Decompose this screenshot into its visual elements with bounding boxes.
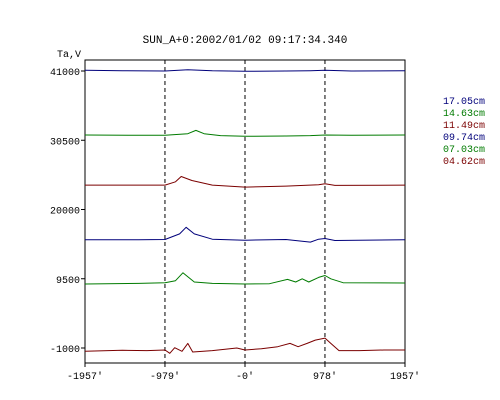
- legend-entry-3: 09.74cm: [443, 133, 485, 144]
- x-tick-label-2: -0': [236, 371, 254, 383]
- series-line-09.74cm: [85, 226, 406, 243]
- x-tick-label-1: -979': [150, 371, 180, 383]
- y-tick-label-0: 41000: [50, 68, 80, 79]
- y-tick-label-4: -1000: [50, 345, 80, 356]
- series-line-11.49cm: [85, 176, 406, 188]
- series-line-14.63cm: [84, 129, 406, 137]
- x-tick-label-4: 1957': [390, 371, 420, 383]
- x-axis-ticks: -1957' -979' -0' 978' 1957': [67, 363, 420, 383]
- x-tick-label-3: 978': [313, 371, 337, 383]
- legend: 17.05cm14.63cm11.49cm09.74cm07.03cm04.62…: [443, 97, 485, 168]
- legend-entry-1: 14.63cm: [443, 109, 485, 120]
- series-line-04.62cm: [84, 337, 405, 354]
- legend-entry-4: 07.03cm: [443, 145, 485, 156]
- series-line-17.05cm: [84, 69, 406, 72]
- y-tick-label-3: 9500: [56, 276, 80, 287]
- y-axis-ticks: 41000 30500 20000 9500 -1000: [50, 68, 85, 356]
- x-tick-label-0: -1957': [67, 371, 103, 383]
- y-tick-label-1: 30500: [50, 137, 80, 148]
- y-axis-label: Ta,V: [57, 50, 81, 61]
- legend-entry-0: 17.05cm: [443, 97, 485, 108]
- series-line-07.03cm: [84, 272, 406, 285]
- series-lines: [84, 69, 406, 354]
- legend-entry-5: 04.62cm: [443, 157, 485, 168]
- legend-entry-2: 11.49cm: [443, 121, 485, 132]
- chart-title: SUN_A+0:2002/01/02 09:17:34.340: [143, 35, 348, 47]
- vertical-markers: [164, 60, 326, 363]
- y-tick-label-2: 20000: [50, 207, 80, 218]
